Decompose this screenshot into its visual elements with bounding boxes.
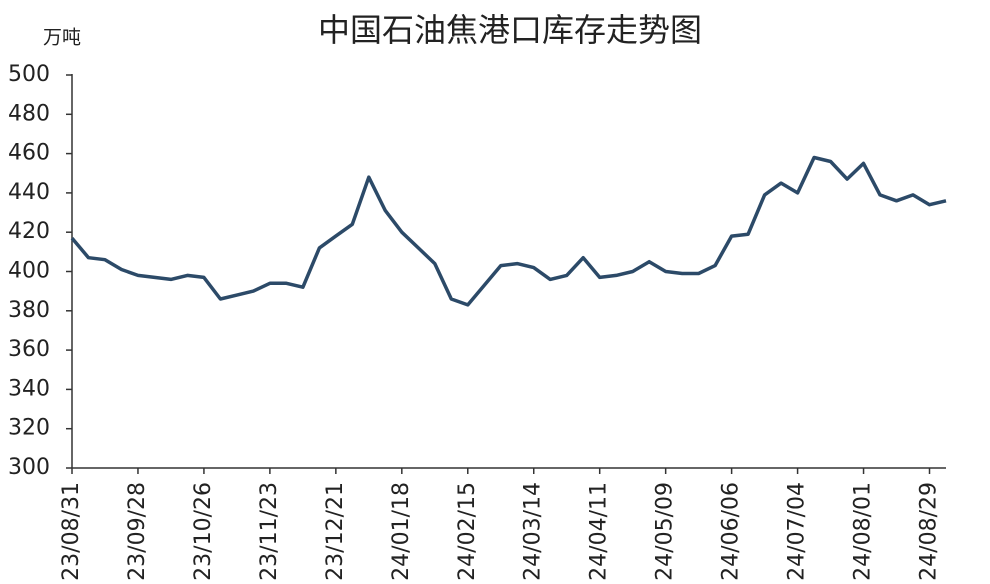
data-line	[70, 155, 947, 307]
y-tick-label: 360	[8, 337, 50, 362]
chart-title: 中国石油焦港口库存走势图	[318, 11, 702, 49]
y-tick-label: 460	[8, 141, 50, 166]
y-tick-label: 440	[8, 180, 50, 205]
x-tick-label: 24/05/09	[653, 482, 678, 581]
x-tick-label: 23/10/26	[191, 482, 216, 581]
y-tick-label: 380	[8, 298, 50, 323]
x-tick-label: 24/04/11	[587, 482, 612, 581]
x-tick-label: 24/07/04	[785, 482, 810, 581]
y-tick-label: 420	[8, 219, 50, 244]
x-tick-label: 24/01/18	[389, 482, 414, 581]
x-tick-label: 23/08/31	[59, 482, 84, 581]
x-tick-label: 24/02/15	[455, 482, 480, 581]
y-tick-label: 320	[8, 416, 50, 441]
x-tick-label: 24/08/01	[851, 482, 876, 581]
x-tick-label: 23/09/28	[125, 482, 150, 581]
y-tick-label: 300	[8, 455, 50, 480]
x-tick-label: 23/11/23	[257, 482, 282, 581]
x-tick-label: 24/03/14	[521, 482, 546, 581]
y-tick-label: 340	[8, 376, 50, 401]
x-tick-label: 24/06/06	[719, 482, 744, 581]
y-tick-label: 480	[8, 101, 50, 126]
y-tick-label: 400	[8, 259, 50, 284]
x-tick-label: 24/08/29	[917, 482, 942, 581]
y-axis-unit: 万吨	[43, 27, 81, 49]
x-tick-label: 23/12/21	[323, 482, 348, 581]
y-tick-label: 500	[8, 62, 50, 87]
